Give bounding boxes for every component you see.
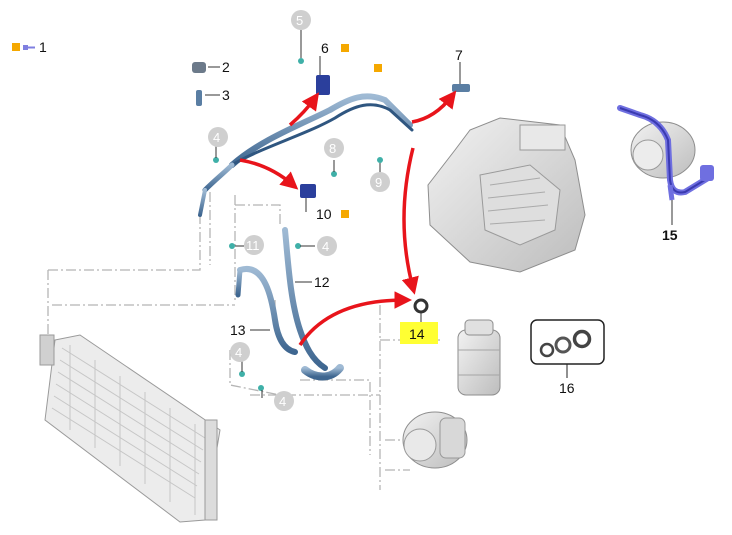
callout-3: 3 [222,87,230,103]
callout-4b: 4 [322,239,329,254]
condenser-icon [39,334,221,523]
seals [213,58,383,391]
callout-9: 9 [375,175,382,190]
callout-15: 15 [662,227,678,243]
highlight-14 [400,322,438,344]
part-2 [192,62,206,73]
legend-label: 1 [39,39,47,55]
marker-10 [341,210,349,218]
callout-4d: 4 [279,394,286,409]
callout-16: 16 [559,380,575,396]
legend-purple-swatch [23,45,28,50]
suction-line-15 [617,105,714,201]
part-14 [413,298,429,314]
drier-icon [457,319,501,396]
blue-parts [192,62,470,314]
legend: 1 [12,39,47,55]
legend-orange-swatch [12,43,20,51]
leader-lines [205,30,673,398]
hvac-unit-icon [427,117,586,273]
callout-labels: 2 3 5 6 7 4 8 9 10 11 4 12 13 4 4 14 15 … [213,13,678,409]
compressor-icon [402,411,468,469]
part-7 [452,84,470,92]
callout-14: 14 [409,326,425,342]
callout-6: 6 [321,40,329,56]
callout-11: 11 [246,238,260,253]
seal-kit-icon [530,319,605,378]
marker-6 [341,44,349,52]
callout-13: 13 [230,322,246,338]
callout-5: 5 [296,13,303,28]
callout-4c: 4 [235,345,242,360]
callout-8: 8 [329,141,336,156]
marker-pipe [374,64,382,72]
callout-7: 7 [455,47,463,63]
part-10 [300,184,316,198]
grey-callouts [208,10,390,411]
callout-4a: 4 [213,130,220,145]
refrigerant-lines [198,93,414,381]
part-3 [196,90,202,106]
callout-12: 12 [314,274,330,290]
part-6 [316,75,330,95]
callout-10: 10 [316,206,332,222]
callout-2: 2 [222,59,230,75]
flow-arrows [239,90,457,346]
